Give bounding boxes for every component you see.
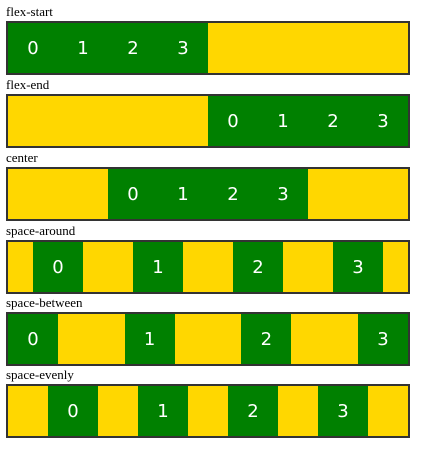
flex-item-3: 3 bbox=[358, 96, 408, 146]
flex-item-3: 3 bbox=[333, 242, 383, 292]
section-label-flex-start: flex-start bbox=[6, 4, 53, 19]
flex-item-0: 0 bbox=[8, 23, 58, 73]
section-label-space-between: space-between bbox=[6, 295, 83, 310]
flex-item-2: 2 bbox=[228, 386, 278, 436]
flex-item-2: 2 bbox=[233, 242, 283, 292]
flex-item-3: 3 bbox=[158, 23, 208, 73]
flex-item-0: 0 bbox=[108, 169, 158, 219]
flex-container-center: 0 1 2 3 bbox=[6, 167, 410, 221]
section-label-center: center bbox=[6, 150, 38, 165]
flex-item-2: 2 bbox=[108, 23, 158, 73]
flex-item-2: 2 bbox=[241, 314, 292, 364]
flex-container-flex-start: 0 1 2 3 bbox=[6, 21, 410, 75]
flex-item-3: 3 bbox=[318, 386, 368, 436]
section-label-space-around: space-around bbox=[6, 223, 76, 238]
flex-item-1: 1 bbox=[124, 314, 175, 364]
flex-item-0: 0 bbox=[33, 242, 83, 292]
flex-item-3: 3 bbox=[258, 169, 308, 219]
flex-item-1: 1 bbox=[133, 242, 183, 292]
flex-container-space-evenly: 0 1 2 3 bbox=[6, 384, 410, 438]
flex-container-space-around: 0 1 2 3 bbox=[6, 240, 410, 294]
flex-item-1: 1 bbox=[58, 23, 108, 73]
flex-item-0: 0 bbox=[48, 386, 98, 436]
flex-item-0: 0 bbox=[8, 314, 58, 364]
flex-item-3: 3 bbox=[357, 314, 408, 364]
flex-item-1: 1 bbox=[258, 96, 308, 146]
flex-item-2: 2 bbox=[308, 96, 358, 146]
flex-container-space-between: 0 1 2 3 bbox=[6, 312, 410, 366]
flex-item-1: 1 bbox=[138, 386, 188, 436]
flex-container-flex-end: 0 1 2 3 bbox=[6, 94, 410, 148]
flex-item-0: 0 bbox=[208, 96, 258, 146]
flex-item-1: 1 bbox=[158, 169, 208, 219]
section-label-flex-end: flex-end bbox=[6, 77, 50, 92]
flex-item-2: 2 bbox=[208, 169, 258, 219]
section-label-space-evenly: space-evenly bbox=[6, 367, 74, 382]
